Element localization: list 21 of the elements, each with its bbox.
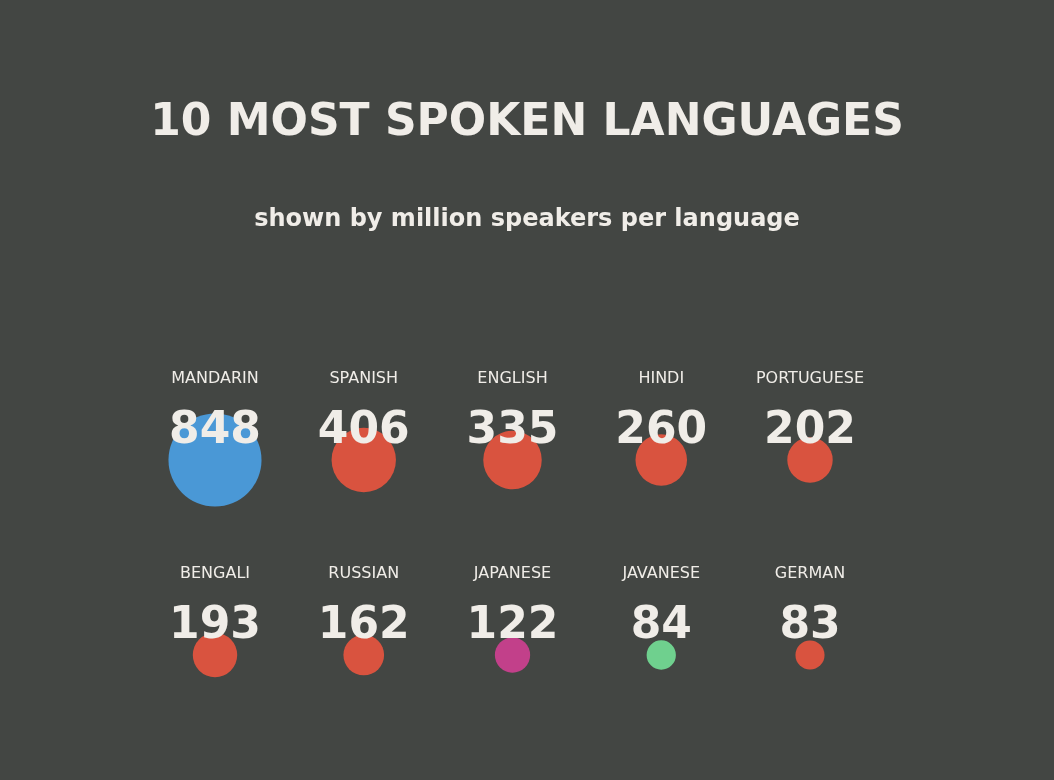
category-label: JAPANESE	[472, 563, 552, 583]
data-label: 122	[466, 597, 559, 649]
category-label: PORTUGUESE	[755, 368, 865, 388]
category-label: HINDI	[638, 368, 685, 388]
category-label: BENGALI	[179, 563, 251, 583]
data-label: 406	[317, 402, 410, 454]
data-label: 162	[317, 597, 410, 649]
category-label: MANDARIN	[171, 368, 259, 388]
data-label: 202	[764, 402, 856, 454]
category-label: GERMAN	[774, 563, 846, 583]
category-label: RUSSIAN	[328, 563, 400, 583]
data-label: 84	[630, 597, 692, 649]
category-label: JAVANESE	[621, 563, 701, 583]
data-label: 260	[615, 402, 708, 454]
text: 10 MOST SPOKEN LANGUAGES	[150, 94, 904, 145]
data-label: 335	[466, 402, 559, 454]
category-label: ENGLISH	[477, 368, 548, 388]
text: shown by million speakers per language	[254, 204, 800, 232]
data-label: 193	[169, 597, 261, 649]
data-label: 83	[779, 597, 841, 649]
category-label: SPANISH	[329, 368, 399, 388]
